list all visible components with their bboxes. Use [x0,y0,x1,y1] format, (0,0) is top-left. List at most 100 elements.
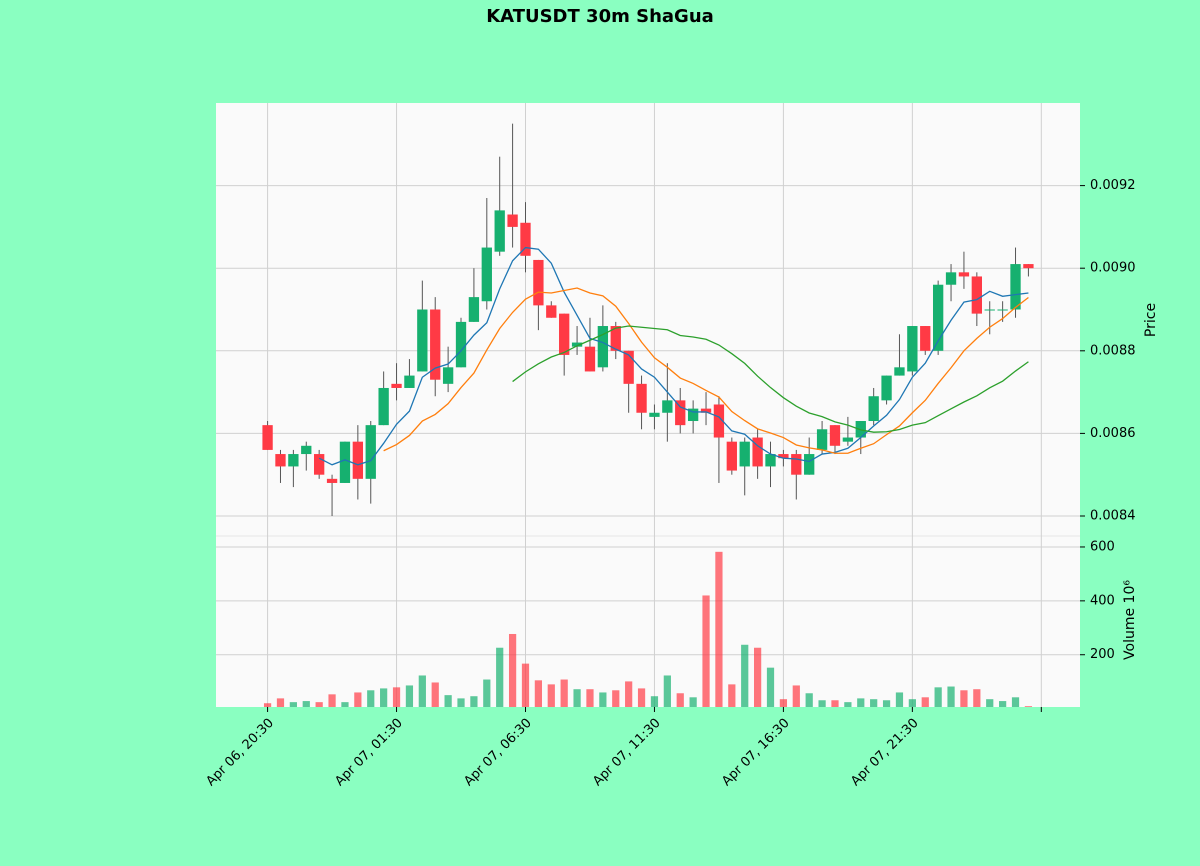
volume-bar [354,692,362,707]
volume-bar [1024,706,1033,707]
y-tick-label: 0.0090 [1090,261,1136,276]
volume-bar [741,644,749,707]
candle-body [481,247,492,302]
candle-body [984,309,995,311]
volume-bar [973,689,981,707]
volume-bar [947,686,955,707]
volume-bar [328,694,336,707]
volume-bar [263,703,272,707]
candle-body [546,305,557,318]
volume-bar [715,551,723,707]
moving-average-line [512,325,1029,433]
volume-bar [573,689,581,707]
candle-body [791,454,802,475]
candle-body [520,222,531,256]
volume-bar [289,702,297,707]
candle-body [430,309,441,380]
candle-body [288,454,299,467]
candle-body [907,326,918,372]
candle-body [778,454,789,459]
candle-body [932,284,944,351]
volume-bar [444,695,452,707]
y-tick-label: 0.0092 [1090,178,1136,193]
volume-bar [483,679,491,707]
candle-body [829,425,841,446]
y2-axis-label: Volume 10⁶ [1122,580,1138,660]
candle-body [649,412,660,417]
candle-body [700,408,712,413]
volume-bar [276,698,285,707]
candle-body [623,350,634,384]
y2-tick-label: 400 [1090,593,1115,608]
candle-body [675,400,686,426]
volume-bar [960,690,968,707]
candle-body [1010,264,1021,310]
plot-background [216,103,1080,707]
candle-body [275,454,286,467]
volume-bar [302,701,310,707]
candle-body [636,383,647,413]
candle-body [816,429,828,450]
candle-body [894,367,905,376]
volume-bar [315,702,323,707]
volume-bar [508,633,517,707]
candle-body [455,321,467,368]
candle-body [533,259,544,306]
y-tick-label: 0.0088 [1090,343,1136,358]
candle-body [262,425,273,450]
candle-body [468,297,480,322]
volume-bar [999,701,1007,707]
volume-bar [908,699,916,707]
candle-body [571,342,583,347]
volume-bar [870,699,878,707]
moving-average-line [318,246,1029,466]
volume-bar [367,690,375,707]
candle-body [610,326,621,351]
moving-average-line [383,287,1029,454]
volume-bar [844,702,852,707]
y-tick-label: 0.0086 [1090,426,1136,441]
volume-bar [457,698,465,707]
candle-body [868,396,879,422]
candle-body [391,383,402,388]
volume-bar [805,693,813,707]
volume-bar [754,647,762,707]
candle-body [752,437,763,467]
y-tick-label: 0.0084 [1090,509,1136,524]
volume-bar [650,696,659,707]
candle-body [726,441,737,471]
volume-bar [586,689,594,707]
candle-body [417,309,428,372]
chart-title: KATUSDT 30m ShaGua [486,6,714,27]
volume-bar [831,700,839,707]
volume-bar [779,699,788,707]
volume-bar [676,693,684,707]
candle-body [314,454,325,475]
candle-body [442,367,454,384]
volume-bar [637,688,646,707]
volume-bar [1011,697,1020,707]
candle-body [971,276,982,314]
candle-body [378,387,389,426]
candle-body [559,313,570,355]
candle-body [365,425,376,479]
candle-body [662,400,673,413]
candle-body [765,454,776,467]
volume-bar [418,675,426,707]
candle-body [339,441,351,483]
candle-body [958,272,970,277]
volume-bar [934,687,942,707]
candle-body [842,437,854,442]
volume-bar [534,680,542,707]
candle-body [494,210,505,252]
candle-body [584,346,596,372]
volume-bar [599,692,607,707]
candle-body [507,214,518,227]
volume-bar [560,679,568,707]
volume-bar [792,685,800,707]
volume-bar [521,663,530,707]
volume-bar [818,700,826,707]
volume-bar [470,696,478,707]
volume-bar [882,700,891,707]
